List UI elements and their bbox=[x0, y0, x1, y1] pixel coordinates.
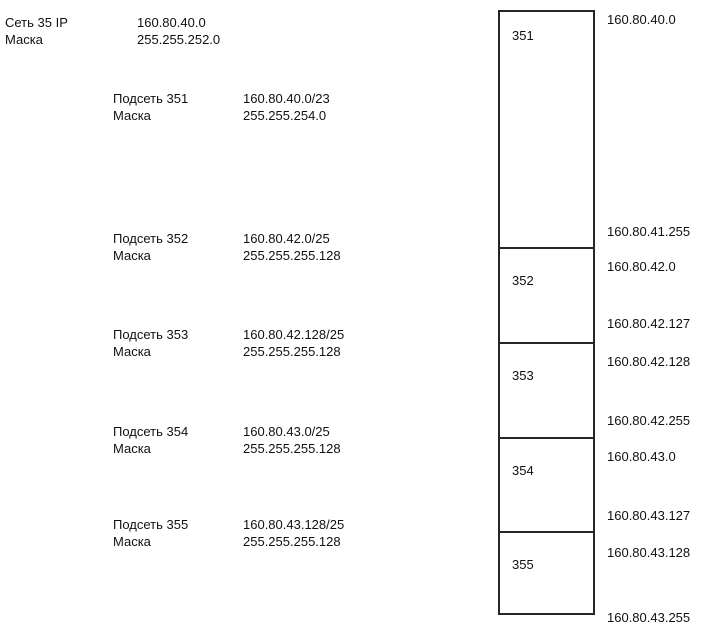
boundary-address-2: 160.80.42.0 bbox=[607, 259, 676, 274]
boundary-address-6: 160.80.43.0 bbox=[607, 449, 676, 464]
subnet-box-label: 355 bbox=[512, 557, 534, 572]
subnet-box-354: 354 bbox=[500, 437, 593, 531]
network-mask-label: Маска bbox=[5, 32, 43, 47]
subnet-name-label: Подсеть 355 bbox=[113, 517, 189, 532]
subnet-cidr-value: 160.80.42.0/25 bbox=[243, 231, 330, 246]
subnet-box-label: 352 bbox=[512, 273, 534, 288]
subnet-info-352: Подсеть 352 160.80.42.0/25 Маска 255.255… bbox=[113, 230, 341, 264]
boundary-address-3: 160.80.42.127 bbox=[607, 316, 691, 331]
subnet-name-label: Подсеть 354 bbox=[113, 424, 189, 439]
subnet-mask-value: 255.255.255.128 bbox=[243, 344, 341, 359]
subnet-mask-label: Маска bbox=[113, 248, 151, 263]
boundary-address-9: 160.80.43.255 bbox=[607, 610, 691, 625]
boundary-address-5: 160.80.42.255 bbox=[607, 413, 691, 428]
subnet-box-351: 351 bbox=[500, 12, 593, 247]
subnet-box-label: 354 bbox=[512, 463, 534, 478]
boundary-address-4: 160.80.42.128 bbox=[607, 354, 691, 369]
subnet-name-label: Подсеть 351 bbox=[113, 91, 189, 106]
subnet-mask-value: 255.255.255.128 bbox=[243, 441, 341, 456]
subnet-box-label: 351 bbox=[512, 28, 534, 43]
subnet-info-354: Подсеть 354 160.80.43.0/25 Маска 255.255… bbox=[113, 423, 341, 457]
subnet-mask-value: 255.255.254.0 bbox=[243, 108, 327, 123]
boundary-address-8: 160.80.43.128 bbox=[607, 545, 691, 560]
network-info: Сеть 35 IP 160.80.40.0 Маска 255.255.252… bbox=[5, 14, 220, 48]
network-name-label: Сеть 35 IP bbox=[5, 15, 68, 30]
network-address-value: 160.80.40.0 bbox=[137, 15, 206, 30]
boundary-address-0: 160.80.40.0 bbox=[607, 12, 676, 27]
subnet-cidr-value: 160.80.40.0/23 bbox=[243, 91, 330, 106]
subnet-name-label: Подсеть 353 bbox=[113, 327, 189, 342]
subnet-info-355: Подсеть 355 160.80.43.128/25 Маска 255.2… bbox=[113, 516, 344, 550]
subnet-info-353: Подсеть 353 160.80.42.128/25 Маска 255.2… bbox=[113, 326, 344, 360]
subnet-mask-value: 255.255.255.128 bbox=[243, 248, 341, 263]
subnet-mask-label: Маска bbox=[113, 344, 151, 359]
subnet-mask-label: Маска bbox=[113, 441, 151, 456]
subnet-info-351: Подсеть 351 160.80.40.0/23 Маска 255.255… bbox=[113, 90, 330, 124]
subnet-stack-diagram: 351 352 353 354 355 bbox=[498, 10, 595, 615]
subnet-box-353: 353 bbox=[500, 342, 593, 437]
subnet-box-label: 353 bbox=[512, 368, 534, 383]
subnet-box-355: 355 bbox=[500, 531, 593, 613]
subnet-cidr-value: 160.80.43.128/25 bbox=[243, 517, 345, 532]
subnet-name-label: Подсеть 352 bbox=[113, 231, 189, 246]
subnet-mask-label: Маска bbox=[113, 108, 151, 123]
network-mask-value: 255.255.252.0 bbox=[137, 32, 221, 47]
subnet-mask-value: 255.255.255.128 bbox=[243, 534, 341, 549]
boundary-address-1: 160.80.41.255 bbox=[607, 224, 691, 239]
subnet-mask-label: Маска bbox=[113, 534, 151, 549]
subnet-cidr-value: 160.80.42.128/25 bbox=[243, 327, 345, 342]
boundary-address-7: 160.80.43.127 bbox=[607, 508, 691, 523]
subnet-box-352: 352 bbox=[500, 247, 593, 342]
subnet-cidr-value: 160.80.43.0/25 bbox=[243, 424, 330, 439]
